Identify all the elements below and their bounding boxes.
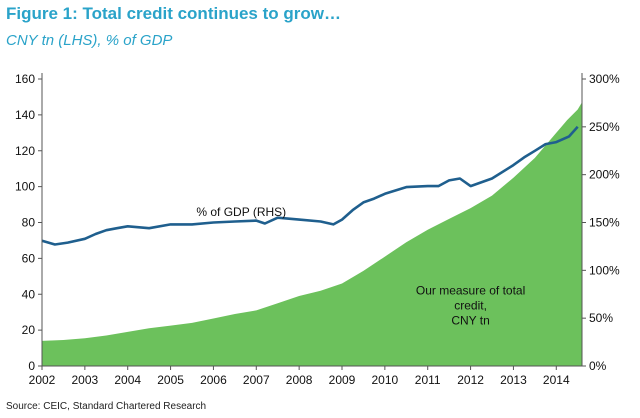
- x-tick-label: 2009: [329, 373, 356, 387]
- x-tick-label: 2007: [243, 373, 270, 387]
- right-tick-label: 50%: [589, 311, 613, 325]
- x-tick-label: 2004: [114, 373, 141, 387]
- left-tick-label: 140: [15, 108, 35, 122]
- right-tick-label: 100%: [589, 263, 620, 277]
- x-tick-label: 2005: [157, 373, 184, 387]
- credit-series-label-line: credit,: [454, 298, 487, 312]
- left-tick-label: 100: [15, 180, 35, 194]
- x-tick-label: 2008: [286, 373, 313, 387]
- x-tick-label: 2002: [29, 373, 56, 387]
- left-tick-label: 160: [15, 72, 35, 86]
- x-tick-label: 2010: [372, 373, 399, 387]
- credit-series-label-line: Our measure of total: [416, 283, 525, 297]
- credit-series-label-line: CNY tn: [451, 313, 489, 327]
- left-tick-label: 20: [22, 323, 36, 337]
- left-tick-label: 0: [28, 359, 35, 373]
- chart-subtitle: CNY tn (LHS), % of GDP: [6, 32, 173, 49]
- left-tick-label: 80: [22, 216, 36, 230]
- x-tick-label: 2014: [543, 373, 570, 387]
- x-tick-label: 2003: [72, 373, 99, 387]
- right-tick-label: 300%: [589, 72, 620, 86]
- x-tick-label: 2012: [457, 373, 484, 387]
- left-tick-label: 120: [15, 144, 35, 158]
- right-tick-label: 150%: [589, 216, 620, 230]
- chart-title: Figure 1: Total credit continues to grow…: [6, 4, 341, 23]
- gdp-ratio-series-label: % of GDP (RHS): [196, 205, 286, 219]
- chart-source: Source: CEIC, Standard Chartered Researc…: [6, 401, 207, 412]
- right-tick-label: 250%: [589, 120, 620, 134]
- left-tick-label: 40: [22, 287, 36, 301]
- right-tick-label: 200%: [589, 168, 620, 182]
- right-tick-label: 0%: [589, 359, 607, 373]
- x-tick-label: 2011: [415, 373, 441, 387]
- left-tick-label: 60: [22, 251, 36, 265]
- x-tick-label: 2013: [500, 373, 527, 387]
- credit-area-series: [42, 102, 582, 367]
- x-tick-label: 2006: [200, 373, 227, 387]
- gdp-ratio-line-series: [41, 125, 579, 246]
